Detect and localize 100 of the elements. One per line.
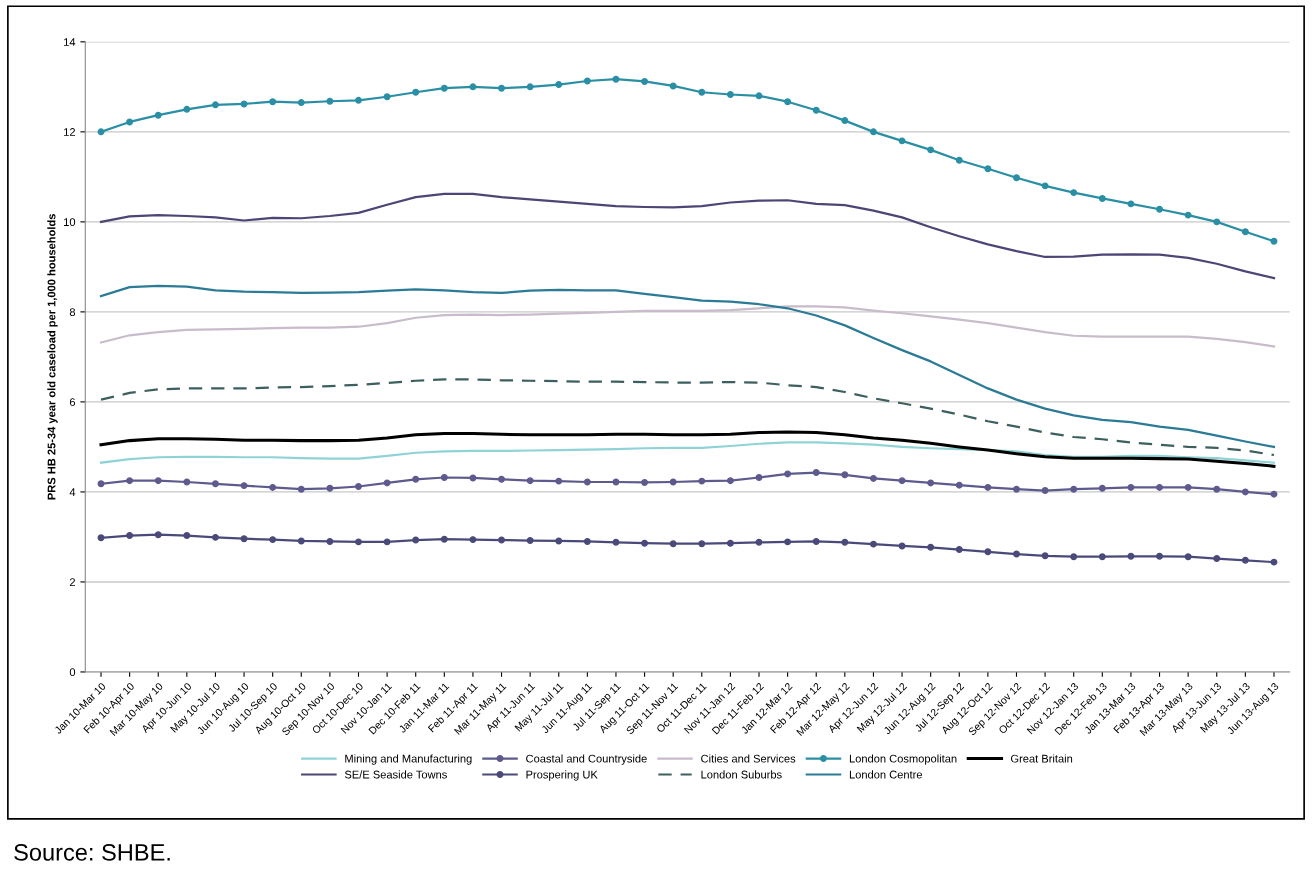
point [1013, 485, 1020, 493]
point [869, 474, 877, 482]
point [412, 536, 420, 544]
point [440, 84, 448, 92]
point [1013, 550, 1020, 558]
point [412, 475, 420, 483]
point [898, 137, 906, 145]
point [812, 106, 820, 114]
y-tick-label: 10 [64, 218, 76, 226]
point [269, 98, 277, 106]
point [498, 84, 506, 92]
point [1127, 552, 1135, 560]
point [355, 483, 362, 490]
point [1270, 558, 1278, 566]
point [526, 477, 534, 485]
point [1213, 218, 1221, 226]
point [297, 485, 305, 493]
point [898, 477, 906, 485]
point [154, 531, 162, 539]
point [211, 480, 219, 488]
point [612, 538, 620, 546]
source-note: Source: SHBE. [14, 844, 170, 861]
point [1156, 205, 1164, 213]
point [698, 88, 706, 96]
point [927, 479, 935, 487]
point [698, 540, 706, 548]
point [240, 482, 248, 490]
legend-label: Mining and Manufacturing [345, 754, 472, 765]
point [669, 540, 677, 548]
point [1098, 553, 1106, 561]
point [326, 484, 334, 492]
point [869, 540, 877, 548]
point [1041, 487, 1049, 495]
point [1127, 483, 1135, 491]
point [641, 77, 649, 85]
point [641, 539, 649, 547]
y-tick-label: 0 [69, 668, 76, 677]
point [269, 483, 277, 491]
line-series [99, 430, 1276, 468]
point [755, 474, 763, 481]
point [526, 83, 534, 91]
y-tick-label: 14 [64, 38, 76, 46]
point [1156, 483, 1164, 491]
point [97, 128, 105, 136]
point [469, 83, 477, 91]
point [269, 536, 277, 544]
point [297, 99, 305, 107]
point [841, 471, 849, 479]
point [755, 92, 763, 100]
y-tick-label: 6 [69, 398, 76, 407]
point [355, 538, 362, 546]
point [726, 91, 734, 98]
point [154, 111, 162, 119]
legend-label: Great Britain [1010, 754, 1073, 763]
line-series [99, 378, 1276, 457]
point [555, 537, 563, 545]
point [240, 100, 248, 108]
point [498, 475, 506, 483]
point [726, 477, 734, 485]
point [1184, 211, 1192, 219]
point [812, 469, 820, 477]
legend-label: London Suburbs [701, 770, 782, 779]
point [955, 156, 963, 164]
point [812, 537, 820, 545]
legend-label: Cities and Services [701, 754, 796, 763]
point [755, 538, 763, 546]
line-series [99, 284, 1276, 449]
point [784, 470, 792, 478]
point [154, 477, 162, 485]
legend-label: London Cosmopolitan [849, 754, 957, 765]
point [583, 537, 591, 545]
point [469, 536, 477, 544]
point [383, 538, 391, 546]
point [1127, 200, 1135, 208]
point [1070, 189, 1078, 197]
point [555, 477, 563, 485]
point [326, 97, 334, 105]
point [784, 98, 792, 106]
point [498, 536, 506, 544]
point [555, 81, 563, 89]
point [1041, 552, 1049, 560]
point [612, 75, 620, 83]
y-tick-label: 12 [64, 128, 75, 136]
y-axis-title: PRS HB 25-34 year old caseload per 1,000 households [47, 214, 58, 500]
point [355, 96, 362, 104]
point [97, 534, 105, 542]
point [955, 546, 963, 553]
point [927, 543, 935, 551]
point [211, 101, 219, 109]
point [641, 478, 649, 486]
point [698, 477, 706, 485]
legend-label: SE/E Seaside Towns [344, 770, 447, 779]
point [126, 118, 134, 126]
point [297, 537, 305, 545]
point [412, 88, 420, 96]
point [784, 538, 792, 546]
point [1213, 555, 1221, 563]
point [1098, 484, 1106, 492]
point [1270, 490, 1278, 498]
point [1184, 483, 1192, 491]
